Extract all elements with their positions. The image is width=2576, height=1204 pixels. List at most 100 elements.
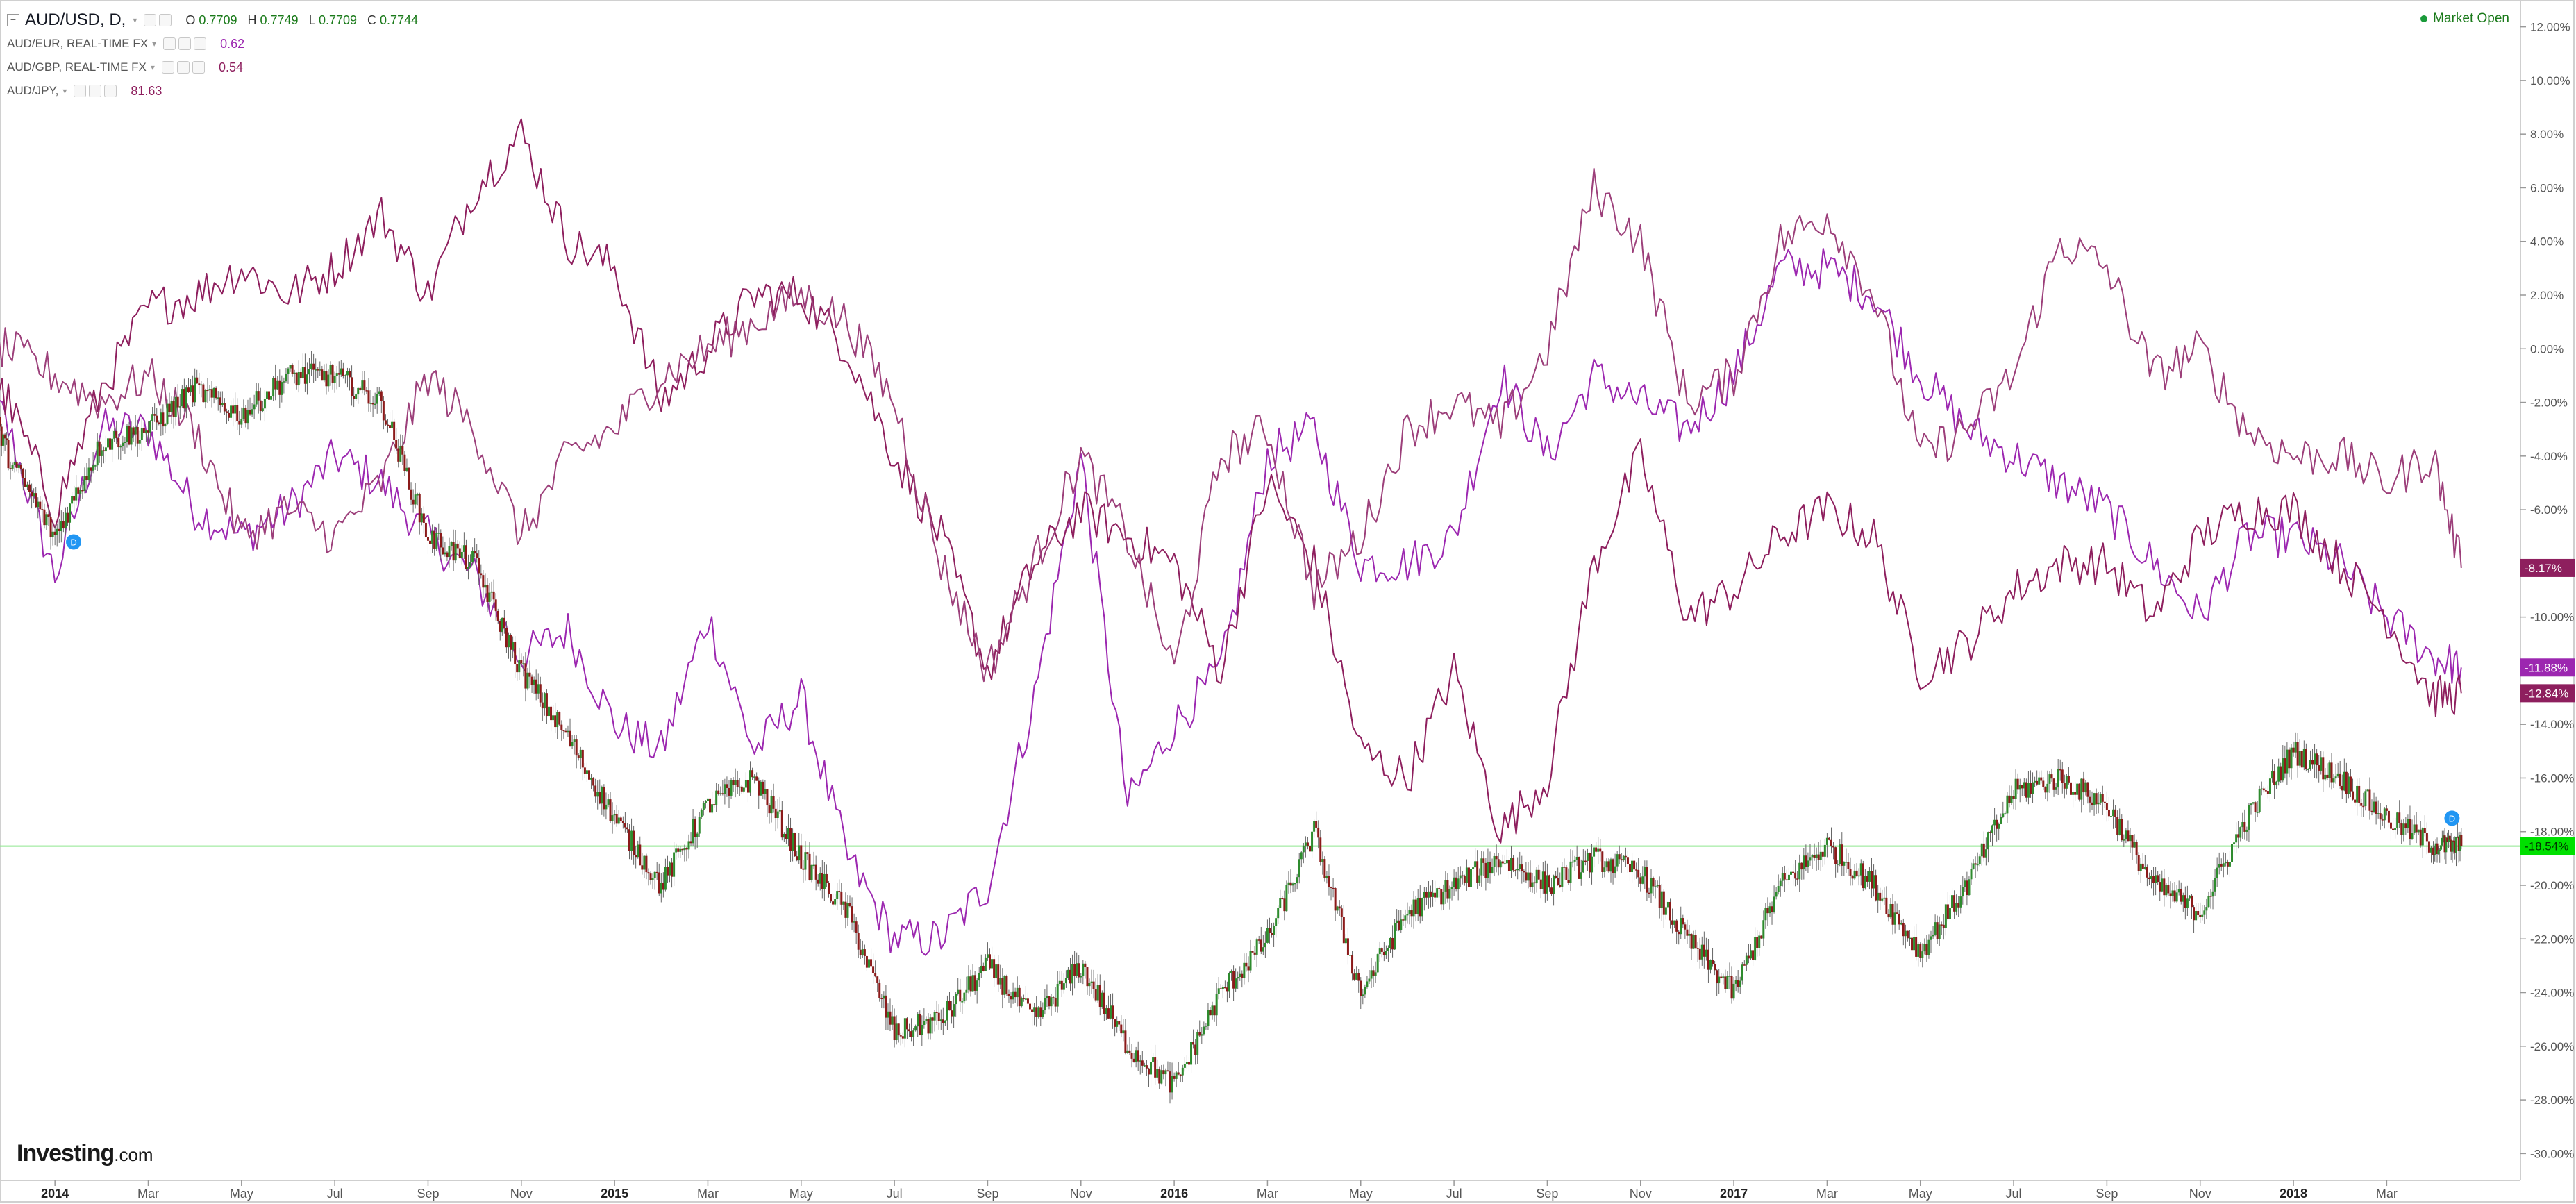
candle-body [1084,963,1087,967]
candle-body [1355,973,1358,980]
candle-body [1923,944,1926,952]
candle-body [783,833,785,838]
collapse-icon[interactable]: − [7,14,19,26]
candle-body [1527,872,1530,881]
candle-body [2036,780,2039,785]
candle-body [1489,861,1491,873]
candle-body [1557,878,1559,885]
candle-body [1482,858,1485,863]
candle-body [605,804,608,810]
settings-icon[interactable] [176,61,190,74]
candle-body [2201,914,2204,917]
candle-body [1951,895,1954,908]
candle-body [1185,1062,1188,1064]
eye-icon[interactable] [144,14,157,26]
candle-body [1187,1062,1190,1065]
candle-body [2436,843,2439,855]
candle-body [1268,928,1271,933]
candle-body [1257,939,1260,941]
candle-body [700,810,703,817]
candle-body [2286,749,2289,774]
event-marker-icon[interactable] [2444,810,2460,826]
candle-body [2296,742,2299,766]
eye-icon[interactable] [161,61,174,74]
candle-body [1400,919,1403,930]
candle-body [1868,871,1871,882]
candle-body [836,891,839,900]
chevron-down-icon[interactable]: ▾ [62,86,67,96]
candle-body [1737,980,1739,987]
close-icon[interactable] [104,85,117,97]
candle-body [1514,870,1517,871]
candle-body [1889,903,1892,918]
candle-body [2445,837,2448,853]
candle-body [1323,859,1326,878]
candle-body [1553,875,1555,894]
y-tick-label: 8.00% [2530,128,2564,141]
candle-body [58,528,60,531]
candle-body [1406,914,1409,916]
candle-body [601,786,603,804]
chevron-down-icon[interactable]: ▾ [152,39,157,49]
candle-body [1944,904,1947,928]
candle-body [2199,914,2202,917]
candle-body [942,1019,944,1023]
candle-body [1946,904,1949,919]
close-icon[interactable] [194,37,207,50]
candle-body [830,894,833,902]
compare-symbol-eur[interactable]: AUD/EUR, REAL-TIME FX [7,37,149,50]
candle-body [1813,855,1816,858]
candle-body [270,396,273,400]
candle-body [2454,840,2457,853]
candle-body [518,660,521,673]
candle-body [2239,827,2242,838]
x-tick-label: 2017 [1720,1187,1748,1201]
candle-body [2377,813,2380,814]
compare-symbol-jpy[interactable]: AUD/JPY, [7,84,59,97]
candle-body [257,391,260,401]
candle-body [22,468,24,478]
eye-icon[interactable] [74,85,87,97]
close-icon[interactable] [192,61,205,74]
candle-body [980,965,982,973]
candle-body [1785,879,1788,881]
eye-icon[interactable] [163,37,176,50]
chevron-down-icon[interactable]: ▾ [150,62,155,72]
candle-body [785,833,787,839]
candle-body [365,390,368,392]
candle-body [1644,867,1646,877]
candle-body [2191,895,2193,908]
candle-body [1126,1050,1129,1053]
candle-body [2314,753,2316,765]
candle-body [2209,896,2212,897]
x-tick-label: 2016 [1160,1187,1188,1201]
candle-body [384,420,387,425]
candle-body [2345,771,2348,794]
candle-body [713,804,716,805]
settings-icon[interactable] [178,37,192,50]
candle-body [418,494,421,523]
chevron-down-icon[interactable]: ▾ [133,15,137,25]
event-marker-icon[interactable] [66,534,82,550]
candle-body [2309,760,2311,769]
candle-body [1747,955,1750,959]
candle-body [1714,964,1716,971]
settings-icon[interactable] [159,14,172,26]
candle-body [1855,870,1858,876]
settings-icon[interactable] [89,85,102,97]
compare-symbol-gbp[interactable]: AUD/GBP, REAL-TIME FX [7,60,147,74]
candle-body [1821,851,1824,857]
candle-body [420,513,423,523]
candle-body [2433,854,2436,855]
candle-body [545,693,548,717]
candle-body [2459,835,2461,851]
candle-body [2050,774,2053,779]
candle-body [1478,875,1481,883]
candle-body [1283,898,1286,912]
candle-body [683,848,686,851]
main-symbol[interactable]: AUD/USD, D, [25,10,126,29]
candle-body [564,730,567,733]
candle-body [492,591,495,600]
candle-body [117,437,120,448]
